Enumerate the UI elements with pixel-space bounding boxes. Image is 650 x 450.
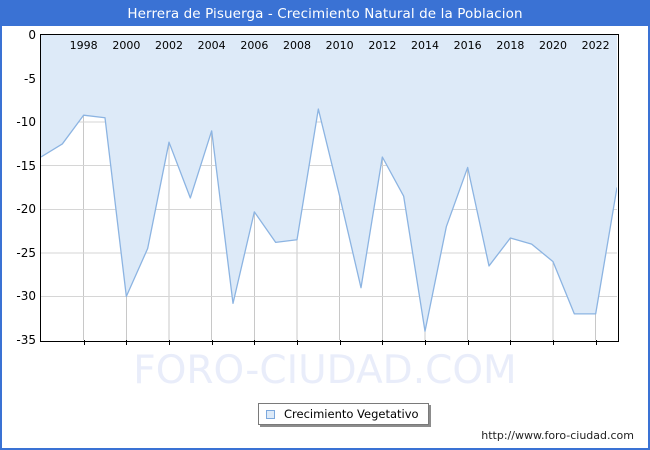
y-tick-label: -30	[16, 289, 36, 304]
chart-svg	[41, 35, 617, 340]
watermark-text: FORO-CIUDAD.COM	[133, 348, 517, 393]
x-tick-mark	[297, 340, 298, 345]
x-tick-mark	[467, 340, 469, 345]
y-tick-label: -5	[24, 71, 36, 86]
y-tick-label: -20	[16, 202, 36, 217]
chart-canvas: 0 -5 -10 -15 -20 -25 -30 -35 1998 2000 2002 2004 20…	[2, 26, 648, 448]
x-tick-label: 2020	[539, 39, 567, 52]
footer-url: http://www.foro-ciudad.com	[481, 429, 634, 442]
x-tick-label: 2018	[496, 39, 525, 52]
x-tick-label: 2002	[155, 39, 183, 52]
y-tick-label: -25	[16, 245, 36, 260]
x-tick-label: 1998	[69, 39, 98, 52]
x-tick-label: 2008	[283, 39, 311, 52]
window-title: Herrera de Pisuerga - Crecimiento Natura…	[2, 2, 648, 26]
legend-swatch-icon	[266, 409, 275, 419]
x-tick-label: 2022	[581, 39, 610, 52]
y-tick-label: 0	[28, 28, 36, 42]
plot-area: 0 -5 -10 -15 -20 -25 -30 -35 1998 2000 2002 2004 20…	[16, 28, 619, 347]
x-tick-mark	[510, 340, 512, 345]
x-tick-mark	[339, 340, 341, 345]
x-tick-label: 2016	[453, 39, 482, 52]
x-tick-label: 2000	[112, 39, 141, 52]
x-tick-mark	[595, 340, 597, 345]
x-tick-mark	[425, 340, 426, 345]
x-tick-label: 2012	[368, 39, 397, 52]
y-tick-label: -15	[16, 158, 36, 173]
x-tick-mark	[382, 340, 384, 345]
x-tick-mark	[169, 340, 170, 345]
x-tick-mark	[83, 340, 85, 345]
x-tick-mark	[254, 340, 256, 345]
chart-legend[interactable]: Crecimiento Vegetativo	[258, 403, 429, 425]
x-tick-mark	[211, 340, 213, 345]
x-tick-mark	[126, 340, 128, 345]
x-tick-label: 2006	[240, 39, 269, 52]
x-tick-label: 2010	[325, 39, 354, 52]
x-tick-label: 2014	[411, 39, 439, 52]
y-tick-label: -35	[16, 333, 36, 347]
y-tick-label: -10	[16, 115, 36, 130]
legend-label: Crecimiento Vegetativo	[284, 407, 419, 421]
x-tick-mark	[553, 340, 554, 345]
x-tick-label: 2004	[197, 39, 226, 52]
